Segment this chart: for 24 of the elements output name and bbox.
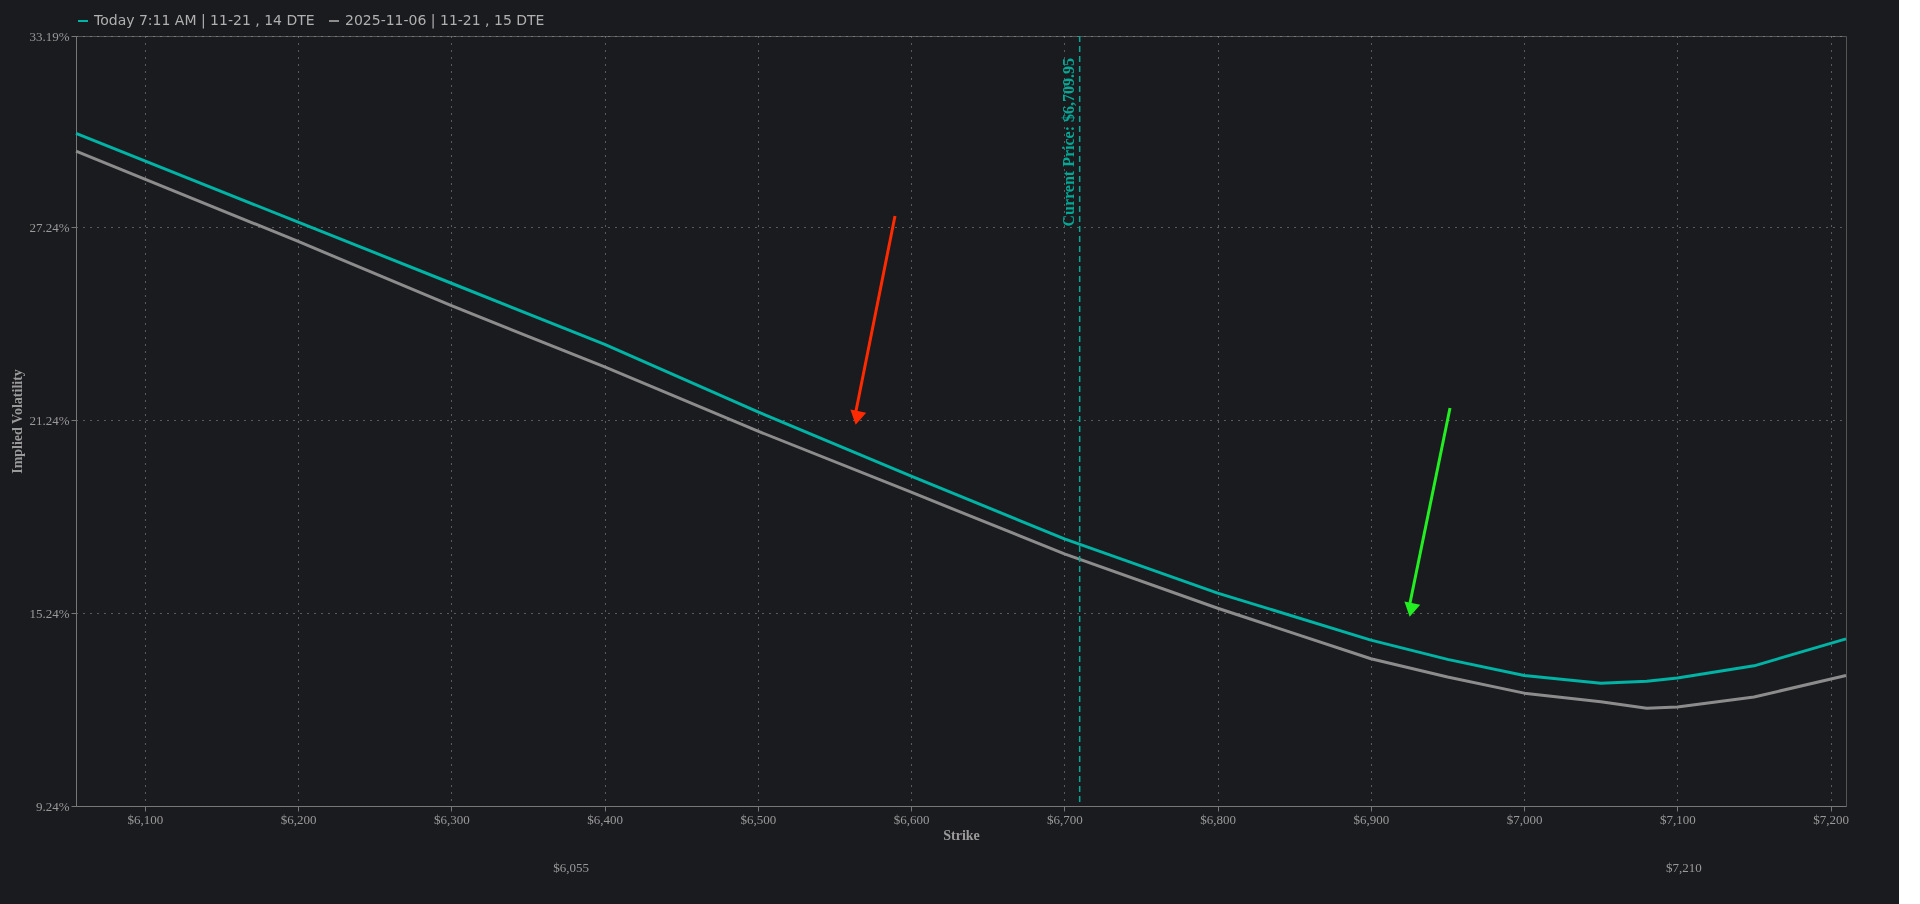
- x-tick-label: $6,700: [1047, 811, 1083, 827]
- x-tick-label: $6,400: [587, 811, 624, 827]
- text: $6,055: [553, 860, 589, 875]
- x-tick-label: $6,100: [127, 811, 164, 827]
- y-axis-title: Implied Volatility: [10, 369, 26, 474]
- y-tick-label: 15.24%: [29, 605, 70, 621]
- x-tick-label: $7,100: [1660, 811, 1696, 827]
- legend-label: 2025-11-06 | 11-21 , 15 DTE: [345, 12, 545, 29]
- ref-line-label: Current Price: $6,709.95: [1059, 58, 1077, 227]
- legend-label: Today 7:11 AM | 11-21 , 14 DTE: [93, 12, 315, 29]
- x-tick-label: $6,500: [740, 811, 777, 827]
- x-tick-label: $6,900: [1353, 811, 1390, 827]
- x-axis-title: Strike: [943, 827, 980, 843]
- y-tick-label: 27.24%: [29, 219, 70, 235]
- x-tick-label: $7,000: [1506, 811, 1543, 827]
- x-tick-label: $6,800: [1200, 811, 1237, 827]
- y-tick-label: 33.19%: [29, 28, 70, 44]
- x-tick-label: $6,200: [280, 811, 317, 827]
- x-tick-label: $7,200: [1813, 811, 1850, 827]
- x-tick-label: $6,600: [893, 811, 930, 827]
- y-tick-label: 21.24%: [29, 412, 70, 428]
- y-tick-label: 9.24%: [35, 798, 70, 814]
- x-tick-label: $6,300: [434, 811, 470, 827]
- text: $7,210: [1666, 860, 1702, 875]
